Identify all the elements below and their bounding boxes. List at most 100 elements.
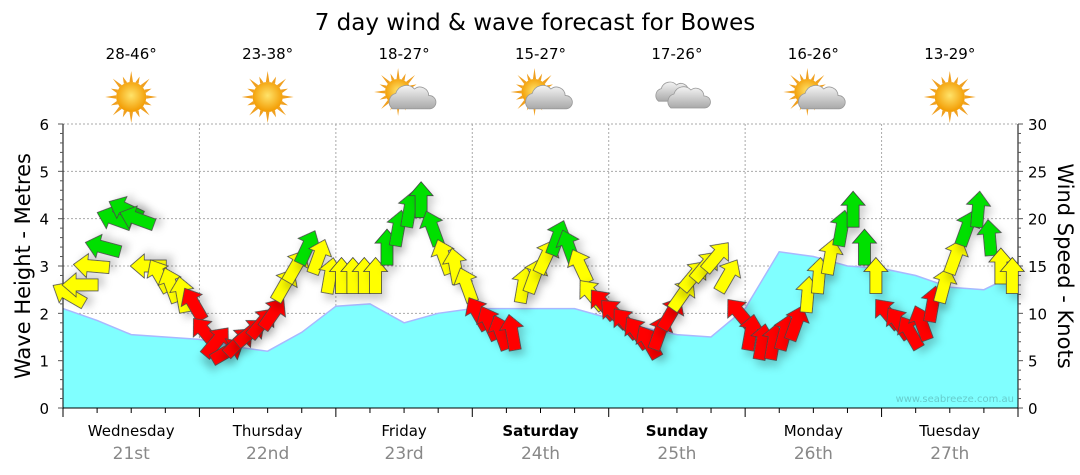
sun-ray (788, 84, 797, 89)
y-tick-label-right: 0 (1028, 400, 1038, 418)
wind-arrow (840, 190, 866, 228)
sun-ray (135, 76, 140, 84)
y-tick-label-left: 6 (39, 116, 49, 134)
sun-ray (542, 75, 552, 84)
wind-arrow (362, 256, 389, 294)
sun-ray (959, 78, 969, 88)
y-axis-right-label: Wind Speed - Knots (1053, 163, 1077, 368)
sun-ray (923, 95, 935, 99)
sun-ray (249, 78, 259, 88)
sun-ray (805, 68, 809, 80)
wind-arrow (408, 181, 434, 219)
sun-ray (517, 75, 527, 84)
sun-ray (929, 88, 937, 93)
temperature-range: 28-46° (106, 45, 157, 63)
y-tick-label-left: 0 (39, 400, 49, 418)
sun-ray (112, 106, 122, 116)
wind-arrow (257, 298, 286, 333)
sun-ray (947, 71, 952, 83)
day-name: Monday (784, 422, 843, 440)
sun-ray (381, 75, 391, 84)
sun-ray (406, 75, 416, 84)
sun-ray (810, 73, 816, 81)
sun-ray (265, 111, 270, 123)
day-name: Tuesday (918, 422, 980, 440)
sun-ray (947, 111, 952, 123)
sun-ray (112, 78, 122, 88)
day-name: Sunday (646, 422, 709, 440)
sun-ray (105, 95, 117, 99)
temperature-range: 13-29° (924, 45, 975, 63)
y-tick-label-left: 5 (39, 163, 49, 181)
sun-ray (259, 110, 264, 118)
y-tick-label-right: 10 (1028, 305, 1047, 323)
temperature-range: 23-38° (242, 45, 293, 63)
y-tick-label-right: 5 (1028, 353, 1038, 371)
wind-arrow (84, 233, 123, 259)
wind-arrow (965, 190, 992, 229)
sun-disc (116, 82, 147, 112)
cloud-shape (525, 85, 573, 110)
sun-ray (122, 110, 128, 118)
wind-arrow (699, 242, 729, 275)
sun-ray (959, 106, 969, 116)
sun-ray (964, 95, 976, 99)
day-name: Thursday (232, 422, 303, 440)
sun-ray (247, 88, 255, 93)
day-name: Friday (381, 422, 427, 440)
cloudy-icon (655, 81, 711, 109)
sun-ray (241, 95, 253, 99)
sun-ray (953, 110, 959, 118)
sun-ray (146, 95, 158, 99)
sun-ray (374, 90, 386, 94)
day-date: 25th (657, 444, 696, 464)
sun-ray (140, 78, 150, 88)
sun-ray (516, 84, 524, 89)
sun-ray (390, 73, 395, 81)
sun-ray (941, 76, 946, 84)
sun-ray (129, 71, 134, 83)
sun-ray (110, 101, 119, 106)
y-tick-label-right: 15 (1028, 258, 1047, 276)
wave-height-area (63, 251, 1018, 408)
sun-ray (144, 88, 152, 93)
sun-ray (122, 76, 128, 84)
sunny-icon (923, 71, 976, 123)
sun-ray (962, 88, 971, 93)
wind-arrow (999, 256, 1026, 294)
day-date: 23rd (385, 444, 424, 464)
sun-ray (144, 101, 152, 106)
sun-ray (247, 101, 255, 106)
wind-arrow (976, 219, 1003, 257)
partly-cloudy-icon (783, 68, 846, 116)
sun-ray (538, 73, 543, 81)
partly-cloudy-icon (510, 68, 573, 116)
chart-title: 7 day wind & wave forecast for Bowes (315, 10, 756, 36)
wind-arrow (61, 272, 99, 298)
day-sunday: 17-26° Sunday 25th (646, 45, 711, 464)
day-name: Wednesday (88, 422, 175, 440)
sun-ray (276, 78, 287, 88)
sun-ray (135, 110, 140, 118)
sun-ray (931, 106, 941, 116)
y-tick-label-left: 2 (39, 305, 49, 323)
day-date: 27th (930, 444, 969, 464)
wind-arrow (851, 228, 878, 266)
temperature-range: 15-27° (515, 45, 566, 63)
y-axis-left-label: Wave Height - Metres (11, 153, 35, 379)
day-name: Saturday (502, 422, 579, 440)
cloud-shape (388, 85, 437, 110)
y-tick-label-right: 20 (1028, 211, 1047, 229)
y-tick-label-left: 3 (39, 258, 49, 276)
wind-arrow (818, 238, 844, 276)
sun-ray (381, 100, 391, 109)
wind-arrow (119, 205, 157, 232)
temperature-range: 16-26° (788, 45, 839, 63)
y-tick-label-left: 1 (39, 353, 49, 371)
day-wednesday: 28-46° Wednesday 21st (88, 45, 175, 464)
wind-arrow (306, 239, 333, 276)
wind-arrow (932, 266, 958, 305)
sun-ray (129, 111, 134, 123)
day-date: 22nd (246, 444, 289, 464)
